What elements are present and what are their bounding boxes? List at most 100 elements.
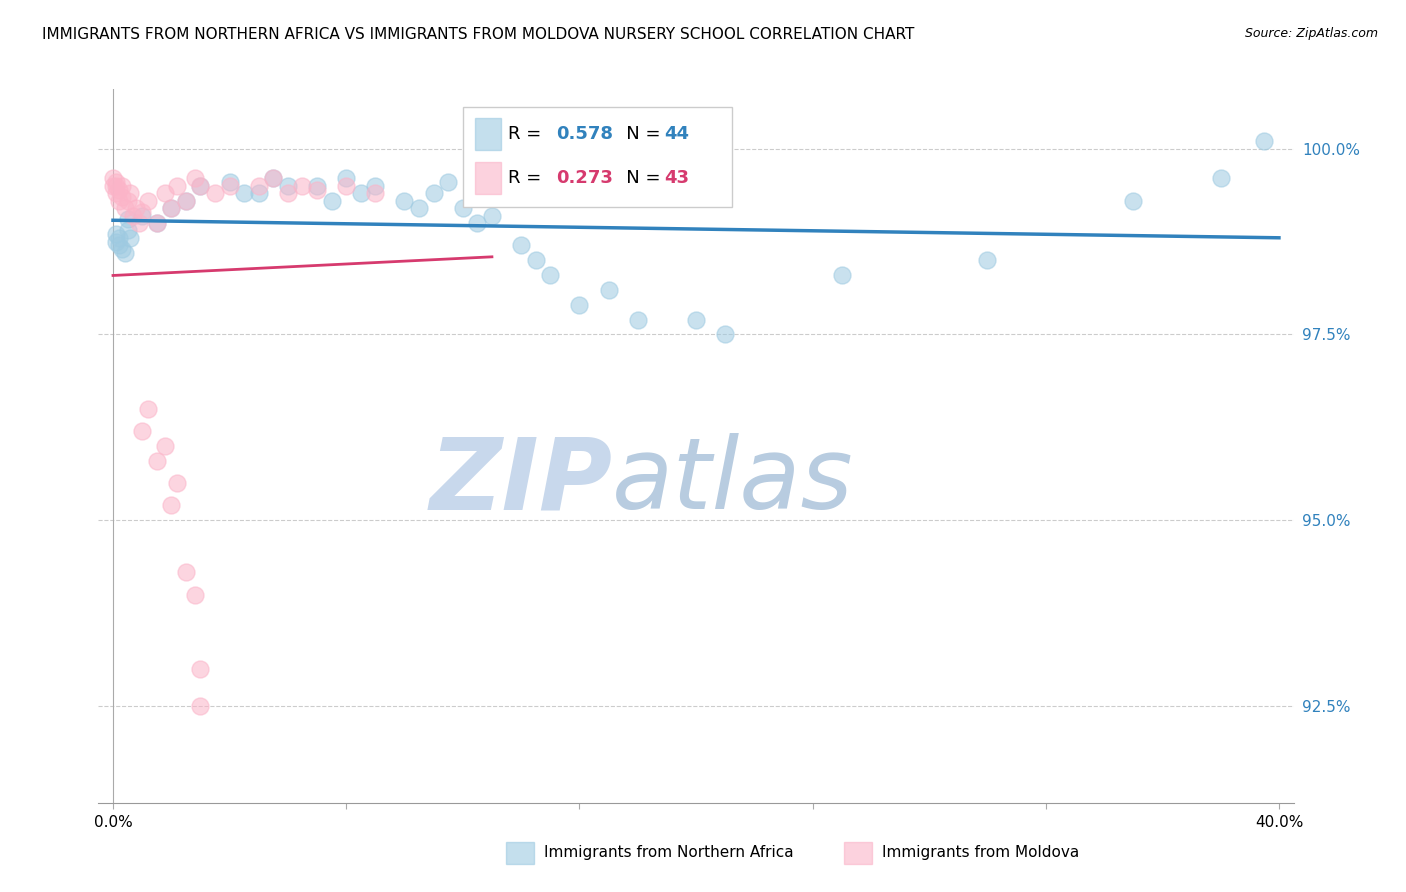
Point — [111, 178, 134, 193]
Text: IMMIGRANTS FROM NORTHERN AFRICA VS IMMIGRANTS FROM MOLDOVA NURSERY SCHOOL CORREL: IMMIGRANTS FROM NORTHERN AFRICA VS IMMIG… — [42, 27, 914, 42]
Text: ZIP: ZIP — [429, 434, 613, 530]
Point — [437, 175, 460, 189]
Point — [350, 186, 373, 201]
Point — [111, 242, 134, 256]
Point — [422, 186, 444, 201]
Point — [321, 194, 343, 208]
Point — [277, 186, 299, 201]
Point — [262, 171, 284, 186]
Point — [125, 201, 148, 215]
Point — [335, 171, 357, 186]
Point — [145, 216, 167, 230]
Point — [120, 231, 142, 245]
Point — [1209, 171, 1232, 186]
Point — [160, 201, 183, 215]
Point — [104, 227, 127, 241]
Point — [305, 182, 328, 196]
Point — [108, 182, 131, 196]
Point — [136, 194, 159, 208]
Point — [108, 194, 131, 208]
Point — [305, 178, 328, 193]
Point — [364, 178, 387, 193]
Point — [451, 201, 474, 215]
Point — [183, 588, 205, 602]
Point — [190, 178, 212, 193]
Point — [277, 178, 299, 193]
Text: N =: N = — [609, 169, 666, 187]
Point — [108, 238, 131, 252]
Point — [627, 312, 650, 326]
Point — [166, 476, 188, 491]
Point — [104, 186, 127, 201]
Point — [120, 186, 142, 201]
Point — [145, 454, 167, 468]
Point — [598, 283, 620, 297]
Text: 43: 43 — [664, 169, 689, 187]
Point — [117, 212, 139, 227]
Point — [538, 268, 561, 282]
Point — [114, 245, 136, 260]
Point — [190, 662, 212, 676]
Point — [831, 268, 853, 282]
Point — [128, 216, 150, 230]
Point — [1122, 194, 1144, 208]
Point — [685, 312, 707, 326]
Point — [131, 204, 153, 219]
Point — [218, 178, 240, 193]
Point — [108, 231, 131, 245]
Point — [218, 175, 240, 189]
Point — [131, 424, 153, 438]
Point — [101, 171, 124, 186]
Text: 44: 44 — [664, 125, 689, 143]
Point — [166, 178, 188, 193]
Point — [1253, 134, 1275, 148]
Point — [262, 171, 284, 186]
Point — [291, 178, 314, 193]
Point — [131, 209, 153, 223]
Point — [101, 178, 124, 193]
Point — [117, 194, 139, 208]
Text: R =: R = — [509, 169, 547, 187]
Point — [111, 190, 134, 204]
Point — [145, 216, 167, 230]
Point — [233, 186, 256, 201]
Point — [510, 238, 533, 252]
Point — [204, 186, 226, 201]
Point — [160, 201, 183, 215]
FancyBboxPatch shape — [475, 118, 501, 150]
Point — [714, 327, 737, 342]
Point — [335, 178, 357, 193]
Point — [155, 186, 177, 201]
Point — [114, 201, 136, 215]
Text: Immigrants from Moldova: Immigrants from Moldova — [882, 846, 1078, 860]
Point — [104, 178, 127, 193]
Text: N =: N = — [609, 125, 666, 143]
Point — [247, 186, 270, 201]
Text: Immigrants from Northern Africa: Immigrants from Northern Africa — [544, 846, 794, 860]
Point — [190, 699, 212, 714]
Point — [183, 171, 205, 186]
Text: R =: R = — [509, 125, 547, 143]
FancyBboxPatch shape — [463, 107, 733, 207]
Text: atlas: atlas — [613, 434, 853, 530]
FancyBboxPatch shape — [475, 162, 501, 194]
Point — [174, 566, 197, 580]
Point — [117, 223, 139, 237]
Point — [481, 209, 503, 223]
Point — [394, 194, 416, 208]
Text: Source: ZipAtlas.com: Source: ZipAtlas.com — [1244, 27, 1378, 40]
Point — [364, 186, 387, 201]
Point — [247, 178, 270, 193]
Point — [190, 178, 212, 193]
Point — [174, 194, 197, 208]
Point — [976, 253, 998, 268]
Text: 0.273: 0.273 — [557, 169, 613, 187]
Point — [568, 298, 591, 312]
Text: 0.578: 0.578 — [557, 125, 613, 143]
Point — [104, 175, 127, 189]
Point — [524, 253, 547, 268]
Point — [104, 235, 127, 249]
Point — [160, 499, 183, 513]
Point — [467, 216, 489, 230]
Point — [174, 194, 197, 208]
